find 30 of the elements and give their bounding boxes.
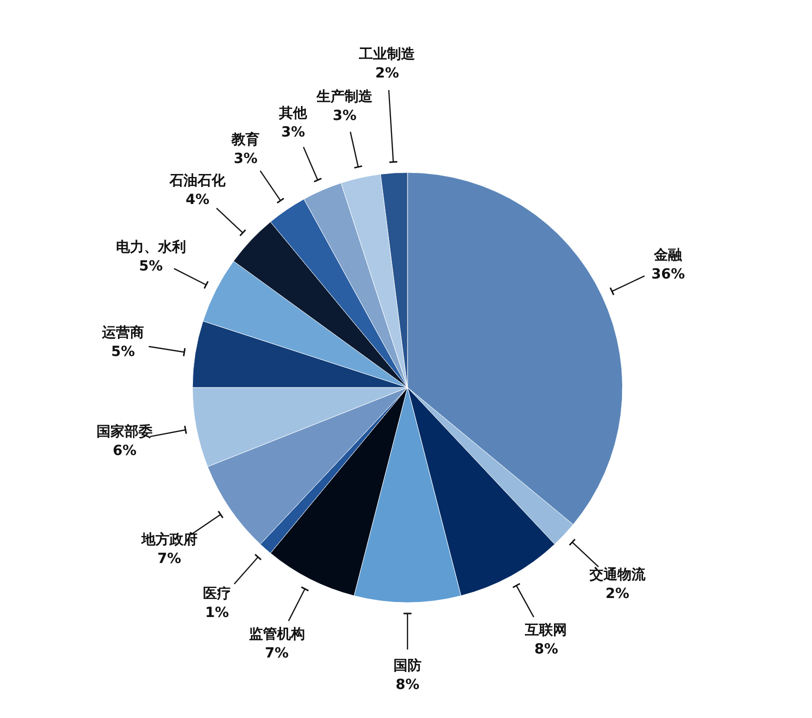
slice-label: 交通物流 (588, 566, 646, 584)
data-label: 8% (396, 677, 420, 693)
data-label: 5% (111, 344, 135, 360)
data-label: 8% (534, 641, 558, 658)
data-label: 2% (606, 586, 630, 602)
data-label: 5% (139, 258, 163, 274)
slice-label: 生产制造 (316, 88, 374, 105)
slice-label: 监管机构 (248, 626, 305, 643)
data-label: 7% (264, 646, 289, 662)
slice-label: 运营商 (101, 324, 144, 341)
slice-label: 电力、水利 (116, 239, 186, 256)
slice-label: 医疗 (203, 585, 232, 602)
slice-label: 石油石化 (168, 172, 227, 189)
data-label: 3% (234, 150, 258, 167)
data-label: 36% (651, 266, 685, 282)
data-label: 1% (205, 605, 229, 622)
data-label: 2% (375, 66, 400, 82)
slice-label: 国防 (394, 657, 422, 674)
slice-label: 金融 (653, 247, 684, 264)
data-label: 4% (186, 192, 210, 208)
data-label: 3% (281, 124, 306, 141)
data-label: 3% (332, 108, 357, 124)
slice-label: 地方政府 (140, 530, 198, 548)
slice-label: 工业制造 (358, 46, 416, 63)
slice-label: 其他 (278, 106, 308, 122)
slice-label: 国家部委 (96, 422, 153, 440)
slice-label: 教育 (230, 130, 260, 148)
data-label: 7% (157, 550, 182, 567)
slice-label: 互联网 (524, 622, 568, 638)
data-label: 6% (112, 442, 136, 459)
